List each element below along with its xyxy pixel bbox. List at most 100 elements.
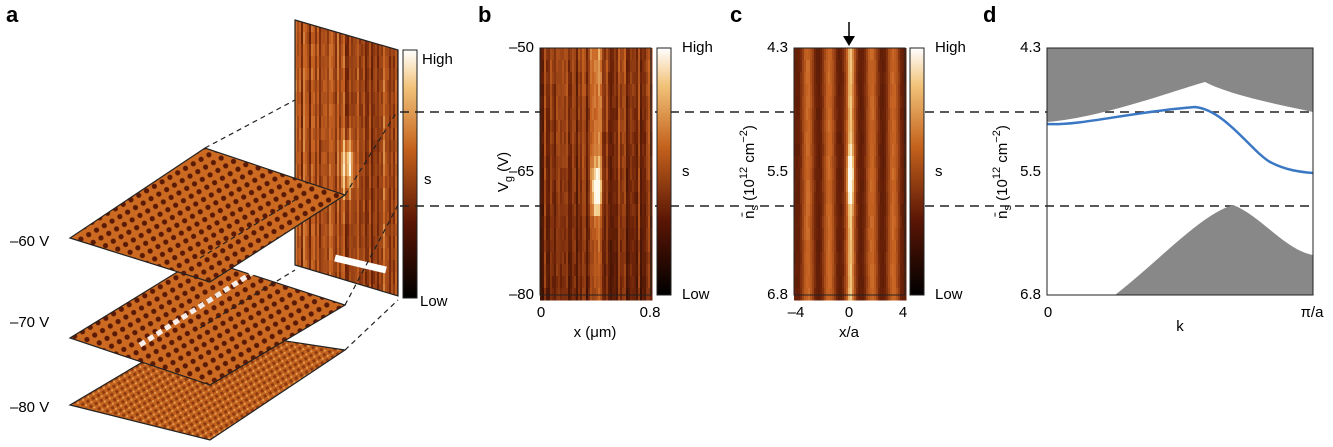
heatmap-cell [878, 228, 881, 241]
heatmap-cell [880, 168, 883, 181]
heatmap-cell [313, 272, 316, 285]
heatmap-cell [554, 132, 557, 145]
heatmap-cell [361, 80, 364, 93]
heatmap-cell [630, 144, 633, 157]
heatmap-cell [808, 288, 811, 301]
heatmap-cell [566, 120, 569, 133]
heatmap-cell [343, 116, 346, 129]
heatmap-cell [876, 156, 879, 169]
heatmap-cell [620, 108, 623, 121]
heatmap-cell [548, 48, 551, 61]
heatmap-cell [796, 72, 799, 85]
heatmap-cell [321, 284, 324, 296]
heatmap-cell [796, 84, 799, 97]
heatmap-cell [572, 228, 575, 241]
heatmap-cell [798, 192, 801, 205]
heatmap-cell [387, 104, 390, 117]
heatmap-cell [812, 156, 815, 169]
heatmap-cell [818, 228, 821, 241]
heatmap-cell [546, 48, 549, 61]
heatmap-cell [351, 68, 354, 81]
heatmap-cell [309, 56, 312, 69]
heatmap-cell [642, 240, 645, 253]
heatmap-cell [648, 264, 651, 277]
heatmap-cell [802, 252, 805, 265]
heatmap-cell [902, 132, 905, 145]
heatmap-cell [794, 120, 797, 133]
heatmap-cell [856, 288, 859, 301]
heatmap-cell [395, 212, 398, 225]
heatmap-cell [582, 264, 585, 277]
heatmap-cell [560, 60, 563, 73]
heatmap-cell [642, 192, 645, 205]
heatmap-cell [804, 156, 807, 169]
heatmap-cell [636, 192, 639, 205]
heatmap-cell [618, 144, 621, 157]
y-label-part: cm [994, 143, 1011, 167]
heatmap-cell [550, 60, 553, 73]
heatmap-cell [616, 48, 619, 61]
heatmap-cell [305, 68, 308, 81]
heatmap-cell [321, 116, 324, 129]
heatmap-cell [842, 120, 845, 133]
heatmap-cell [642, 168, 645, 181]
heatmap-cell [850, 228, 853, 241]
heatmap-cell [812, 60, 815, 73]
heatmap-cell [367, 116, 370, 129]
heatmap-cell [391, 68, 394, 81]
heatmap-cell [856, 276, 859, 289]
heatmap-cell [562, 192, 565, 205]
heatmap-cell [878, 240, 881, 253]
heatmap-cell [570, 204, 573, 217]
heatmap-cell [321, 80, 324, 93]
heatmap-cell [624, 228, 627, 241]
heatmap-cell [554, 228, 557, 241]
heatmap-cell [636, 252, 639, 265]
heatmap-cell [295, 140, 298, 153]
heatmap-cell [874, 156, 877, 169]
heatmap-cell [299, 92, 302, 105]
heatmap-cell [391, 176, 394, 189]
heatmap-cell [616, 276, 619, 289]
heatmap-cell [902, 168, 905, 181]
heatmap-cell [848, 120, 851, 133]
heatmap-cell [820, 276, 823, 289]
heatmap-cell [325, 224, 328, 237]
heatmap-cell [295, 128, 298, 141]
heatmap-cell [333, 104, 336, 117]
heatmap-cell [349, 200, 352, 213]
heatmap-cell [377, 272, 380, 285]
heatmap-cell [870, 264, 873, 277]
heatmap-cell [634, 192, 637, 205]
heatmap-cell [888, 48, 891, 61]
heatmap-cell [858, 192, 861, 205]
heatmap-cell [552, 264, 555, 277]
heatmap-cell [315, 164, 318, 177]
layer-label: –70 V [10, 314, 49, 331]
heatmap-cell [315, 128, 318, 141]
heatmap-cell [309, 44, 312, 57]
heatmap-cell [802, 168, 805, 181]
heatmap-cell [840, 240, 843, 253]
heatmap-cell [624, 288, 627, 301]
heatmap-cell [542, 72, 545, 85]
heatmap-cell [896, 144, 899, 157]
heatmap-cell [387, 152, 390, 165]
heatmap-cell [560, 84, 563, 97]
heatmap-cell [608, 60, 611, 73]
heatmap-cell [884, 144, 887, 157]
heatmap-cell [840, 60, 843, 73]
heatmap-cell [550, 144, 553, 157]
heatmap-cell [826, 60, 829, 73]
heatmap-cell [848, 96, 851, 109]
heatmap-cell [814, 252, 817, 265]
heatmap-cell [882, 132, 885, 145]
heatmap-cell [576, 288, 579, 301]
heatmap-cell [902, 60, 905, 73]
heatmap-cell [636, 108, 639, 121]
heatmap-cell [842, 264, 845, 277]
heatmap-cell [888, 264, 891, 277]
heatmap-cell [626, 192, 629, 205]
heatmap-cell [554, 168, 557, 181]
heatmap-cell [562, 216, 565, 229]
